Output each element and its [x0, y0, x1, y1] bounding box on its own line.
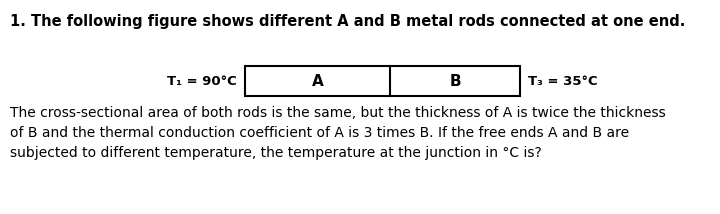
Text: T₃ = 35°C: T₃ = 35°C	[528, 74, 598, 88]
Bar	[245, 66, 520, 96]
Text: T₁ = 90°C: T₁ = 90°C	[167, 74, 237, 88]
Text: 1. The following figure shows different A and B metal rods connected at one end.: 1. The following figure shows different …	[10, 14, 685, 29]
Text: B: B	[449, 73, 461, 89]
Text: The cross-sectional area of both rods is the same, but the thickness of A is twi: The cross-sectional area of both rods is…	[10, 106, 666, 160]
Text: A: A	[312, 73, 323, 89]
